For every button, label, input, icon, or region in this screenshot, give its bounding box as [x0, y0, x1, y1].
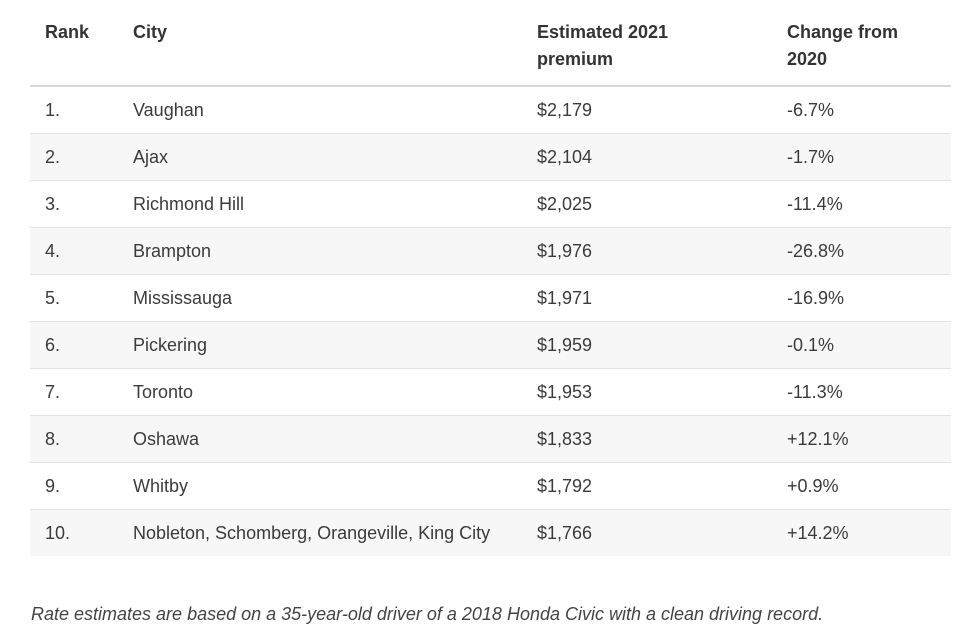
city-cell: Toronto	[133, 368, 537, 416]
city-cell: Pickering	[133, 321, 537, 369]
premium-cell: $2,179	[537, 100, 593, 120]
header-row: Rank City Estimated 2021 premium Change …	[30, 10, 951, 87]
rank-cell: 9.	[30, 462, 133, 510]
change-cell: -16.9%	[787, 274, 951, 322]
header-city: City	[133, 10, 537, 87]
header-change-line1: Change from	[787, 22, 899, 42]
header-change: Change from 2020	[787, 10, 951, 87]
premium-cell: $1,976	[537, 227, 787, 275]
table-row: 9. Whitby $1,792 +0.9%	[30, 462, 951, 510]
change-cell: -6.7%	[787, 100, 835, 120]
table-row: 3. Richmond Hill $2,025 -11.4%	[30, 180, 951, 228]
table-row: 1. Vaughan $2,179 -6.7%	[30, 86, 951, 134]
rank-cell: 2.	[30, 133, 133, 181]
rank-cell: 6.	[30, 321, 133, 369]
rank-cell: 3.	[30, 180, 133, 228]
header-premium-line2: premium	[537, 49, 614, 69]
rank-cell: 10.	[30, 509, 133, 556]
change-cell: -26.8%	[787, 227, 951, 275]
footnote: Rate estimates are based on a 35-year-ol…	[31, 604, 824, 624]
premium-cell: $2,025	[537, 180, 787, 228]
city-cell: Ajax	[133, 133, 537, 181]
change-cell: -0.1%	[787, 321, 951, 369]
rank-cell: 1.	[45, 100, 61, 120]
table-body: 1. Vaughan $2,179 -6.7% 2. Ajax $2,104 -…	[30, 86, 951, 556]
change-cell: -1.7%	[787, 133, 951, 181]
premium-cell: $1,971	[537, 274, 787, 322]
table-row: 4. Brampton $1,976 -26.8%	[30, 227, 951, 275]
city-cell: Nobleton, Schomberg, Orangeville, King C…	[133, 509, 537, 556]
premium-cell: $2,104	[537, 133, 787, 181]
rank-cell: 8.	[30, 415, 133, 463]
premium-cell: $1,833	[537, 415, 787, 463]
table-row: 5. Mississauga $1,971 -16.9%	[30, 274, 951, 322]
change-cell: -11.3%	[787, 368, 951, 416]
header-change-line2: 2020	[787, 49, 828, 69]
change-cell: +12.1%	[787, 415, 951, 463]
premium-cell: $1,792	[537, 462, 787, 510]
table-row: 7. Toronto $1,953 -11.3%	[30, 368, 951, 416]
table-row: 8. Oshawa $1,833 +12.1%	[30, 415, 951, 463]
header-rank: Rank	[30, 10, 133, 87]
rank-cell: 5.	[30, 274, 133, 322]
city-cell: Richmond Hill	[133, 180, 537, 228]
city-cell: Brampton	[133, 227, 537, 275]
premium-cell: $1,959	[537, 321, 787, 369]
header-premium: Estimated 2021 premium	[537, 10, 787, 87]
premium-cell: $1,766	[537, 509, 787, 556]
rank-cell: 7.	[30, 368, 133, 416]
rank-cell: 4.	[30, 227, 133, 275]
table-row: 10. Nobleton, Schomberg, Orangeville, Ki…	[30, 509, 951, 556]
table-row: 2. Ajax $2,104 -1.7%	[30, 133, 951, 181]
city-cell: Whitby	[133, 462, 537, 510]
city-cell: Oshawa	[133, 415, 537, 463]
premium-cell: $1,953	[537, 368, 787, 416]
premium-ranking-table: Rank City Estimated 2021 premium Change …	[30, 10, 951, 556]
header-premium-line1: Estimated 2021	[537, 22, 669, 42]
table-header: Rank City Estimated 2021 premium Change …	[30, 10, 951, 87]
change-cell: -11.4%	[787, 180, 951, 228]
change-cell: +14.2%	[787, 509, 951, 556]
city-cell: Mississauga	[133, 274, 537, 322]
city-cell: Vaughan	[133, 100, 204, 120]
change-cell: +0.9%	[787, 462, 951, 510]
table-row: 6. Pickering $1,959 -0.1%	[30, 321, 951, 369]
